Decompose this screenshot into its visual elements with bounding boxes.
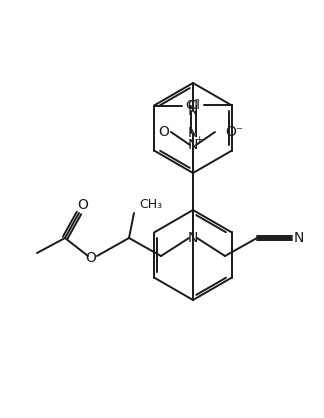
Text: O: O bbox=[158, 125, 169, 139]
Text: N: N bbox=[188, 104, 198, 118]
Text: N: N bbox=[188, 138, 198, 152]
Text: N: N bbox=[188, 126, 198, 140]
Text: O⁻: O⁻ bbox=[225, 125, 243, 139]
Text: N: N bbox=[188, 231, 198, 245]
Text: O: O bbox=[86, 251, 97, 265]
Text: Cl: Cl bbox=[186, 99, 199, 112]
Text: CH₃: CH₃ bbox=[139, 199, 162, 212]
Text: N: N bbox=[294, 231, 304, 245]
Text: +: + bbox=[195, 135, 203, 145]
Text: O: O bbox=[77, 198, 88, 212]
Text: Cl: Cl bbox=[188, 99, 201, 112]
